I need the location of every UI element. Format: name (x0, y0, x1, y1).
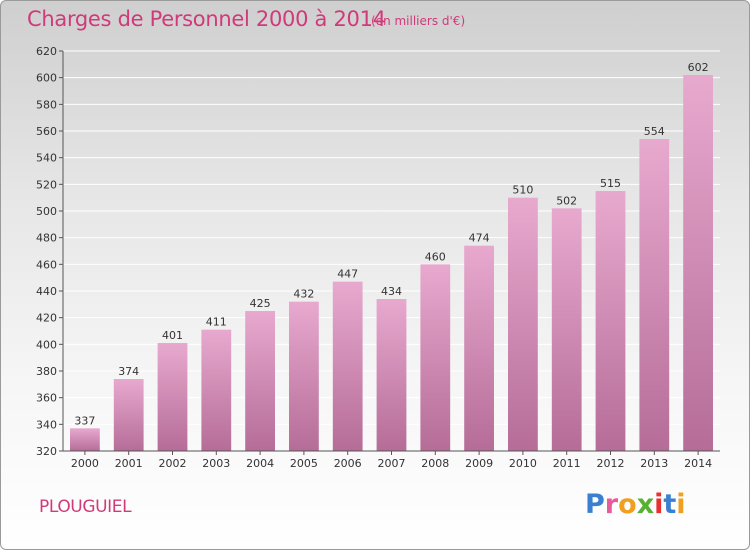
y-tick-label: 460 (36, 258, 57, 271)
bar-2012 (595, 191, 626, 451)
x-tick-label: 2008 (421, 457, 449, 470)
y-tick-label: 580 (36, 98, 57, 111)
y-tick-label: 380 (36, 365, 57, 378)
y-tick-label: 420 (36, 312, 57, 325)
y-tick-label: 480 (36, 232, 57, 245)
data-label: 474 (469, 232, 490, 245)
chart-subtitle: (en milliers d'€) (371, 14, 466, 28)
bars (70, 75, 713, 451)
bar-2013 (639, 139, 670, 451)
bar-2008 (420, 264, 451, 451)
logo-letter: i (654, 489, 664, 520)
bar-2009 (464, 245, 494, 451)
bar-2010 (508, 197, 538, 451)
logo-letter: x (636, 489, 655, 520)
data-label: 447 (337, 268, 358, 281)
data-label: 434 (381, 285, 402, 298)
x-tick-label: 2010 (509, 457, 537, 470)
bar-2004 (245, 311, 275, 451)
x-tick-label: 2012 (597, 457, 625, 470)
x-tick-label: 2003 (202, 457, 230, 470)
proxiti-logo[interactable]: Proxiti (585, 489, 686, 520)
data-labels: 337 374 401 411 425 432 447 434 460 474 510 502 515 5… (74, 61, 708, 427)
x-tick-label: 2011 (553, 457, 581, 470)
bar-2014 (683, 75, 713, 451)
y-tick-label: 560 (36, 125, 57, 138)
x-tick-label: 2013 (640, 457, 668, 470)
data-label: 374 (118, 365, 139, 378)
bar-2005 (289, 301, 319, 451)
data-label: 460 (425, 250, 446, 263)
x-tick-label: 2006 (334, 457, 362, 470)
logo-letter: t (663, 489, 677, 520)
data-label: 602 (688, 61, 709, 74)
logo-letter: P (585, 489, 605, 520)
x-tick-label: 2000 (71, 457, 99, 470)
bar-2006 (332, 281, 363, 451)
x-tick-label: 2014 (684, 457, 712, 470)
y-tick-label: 500 (36, 205, 57, 218)
x-tick-label: 2001 (115, 457, 143, 470)
y-tick-label: 440 (36, 285, 57, 298)
y-tick-label: 540 (36, 152, 57, 165)
y-tick-label: 340 (36, 418, 57, 431)
data-label: 554 (644, 125, 665, 138)
bar-2011 (551, 208, 582, 451)
y-tick-label: 520 (36, 178, 57, 191)
x-tick-label: 2007 (378, 457, 406, 470)
data-label: 401 (162, 329, 183, 342)
y-tick-label: 360 (36, 392, 57, 405)
bar-2003 (201, 329, 232, 451)
data-label: 432 (293, 288, 314, 301)
y-tick-label: 600 (36, 72, 57, 85)
y-tick-label: 620 (36, 45, 57, 58)
bar-2002 (157, 343, 188, 451)
logo-letter: i (676, 489, 686, 520)
chart-title: Charges de Personnel 2000 à 2014 (27, 7, 386, 31)
y-tick-label: 400 (36, 338, 57, 351)
x-tick-label: 2009 (465, 457, 493, 470)
data-label: 425 (250, 297, 271, 310)
bar-2007 (376, 299, 407, 451)
logo-letter: r (604, 489, 619, 520)
y-tick-labels: 320 340 360 380 400 420 440 460 480 500 520 540 560 5… (36, 45, 63, 458)
commune-name: PLOUGUIEL (39, 497, 132, 517)
x-tick-label: 2004 (246, 457, 274, 470)
data-label: 502 (556, 194, 577, 207)
x-tick-labels: 2000 2001 2002 2003 2004 2005 2006 2007 2008 2009… (71, 451, 712, 470)
bar-2001 (113, 379, 144, 451)
logo-letter: o (618, 489, 637, 520)
y-tick-label: 320 (36, 445, 57, 458)
data-label: 510 (512, 184, 533, 197)
bar-2000 (70, 428, 100, 451)
data-label: 515 (600, 177, 621, 190)
x-tick-label: 2002 (159, 457, 187, 470)
x-tick-label: 2005 (290, 457, 318, 470)
data-label: 337 (74, 414, 95, 427)
data-label: 411 (206, 316, 227, 329)
